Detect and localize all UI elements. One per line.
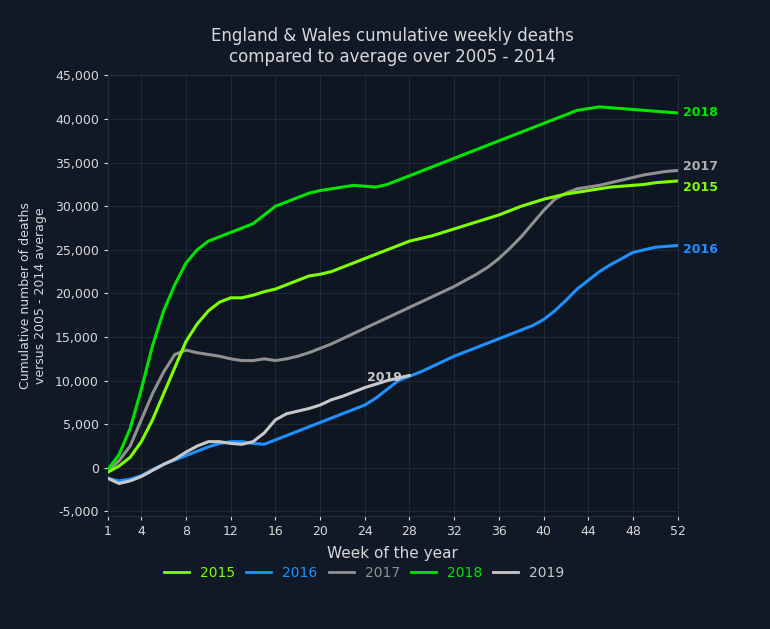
2019	[182, 448, 191, 456]
Line: 2016: 2016	[108, 245, 678, 481]
2019	[215, 438, 224, 445]
2017	[103, 467, 112, 474]
2015	[450, 225, 459, 233]
2019	[349, 388, 358, 396]
2019	[126, 477, 135, 485]
2016	[383, 386, 392, 393]
2016	[483, 340, 492, 347]
2018	[450, 155, 459, 162]
2018	[472, 146, 481, 153]
Title: England & Wales cumulative weekly deaths
compared to average over 2005 - 2014: England & Wales cumulative weekly deaths…	[211, 27, 574, 65]
Text: 2018: 2018	[683, 106, 718, 120]
2016	[115, 477, 124, 485]
2018	[639, 106, 648, 114]
2015	[673, 177, 682, 185]
Line: 2015: 2015	[108, 181, 678, 472]
2019	[259, 429, 269, 437]
Legend: 2015, 2016, 2017, 2018, 2019: 2015, 2016, 2017, 2018, 2019	[158, 561, 571, 586]
2017	[304, 349, 313, 357]
2019	[159, 460, 169, 468]
2019	[271, 416, 280, 424]
Text: 2017: 2017	[683, 160, 718, 172]
Line: 2018: 2018	[108, 107, 678, 470]
Line: 2019: 2019	[108, 376, 410, 484]
2019	[148, 467, 157, 474]
2016	[316, 419, 325, 426]
2019	[405, 372, 414, 379]
2019	[115, 480, 124, 487]
2018	[304, 189, 313, 197]
2016	[159, 460, 169, 468]
2019	[338, 392, 347, 400]
2019	[204, 438, 213, 445]
2019	[304, 405, 313, 413]
Text: 2015: 2015	[683, 181, 718, 194]
2019	[237, 440, 246, 448]
2017	[371, 320, 380, 327]
2019	[103, 474, 112, 482]
2019	[137, 473, 146, 481]
2017	[472, 270, 481, 278]
2019	[360, 384, 370, 391]
2019	[326, 396, 336, 404]
2019	[282, 410, 291, 418]
Text: 2016: 2016	[683, 243, 718, 257]
2019	[192, 442, 202, 450]
2019	[226, 440, 236, 447]
2019	[383, 377, 392, 384]
2018	[103, 466, 112, 474]
Line: 2017: 2017	[108, 170, 678, 470]
2017	[673, 167, 682, 174]
2019	[293, 408, 303, 415]
2019	[371, 381, 380, 388]
2016	[103, 474, 112, 482]
2019	[249, 438, 258, 445]
2017	[450, 282, 459, 290]
2019	[393, 374, 403, 382]
2017	[148, 390, 157, 398]
2015	[103, 469, 112, 476]
2016	[639, 246, 648, 253]
2015	[371, 250, 380, 258]
Y-axis label: Cumulative number of deaths
versus 2005 - 2014 average: Cumulative number of deaths versus 2005 …	[18, 202, 46, 389]
2015	[304, 272, 313, 280]
Text: 2019: 2019	[367, 371, 402, 384]
2019	[170, 455, 179, 463]
2017	[628, 174, 638, 181]
2018	[673, 109, 682, 117]
2018	[148, 342, 157, 350]
2019	[316, 401, 325, 409]
2016	[460, 348, 470, 355]
2018	[594, 103, 604, 111]
2015	[628, 182, 638, 189]
2016	[673, 242, 682, 249]
X-axis label: Week of the year: Week of the year	[327, 546, 458, 561]
2015	[148, 416, 157, 424]
2015	[472, 218, 481, 226]
2018	[371, 183, 380, 191]
